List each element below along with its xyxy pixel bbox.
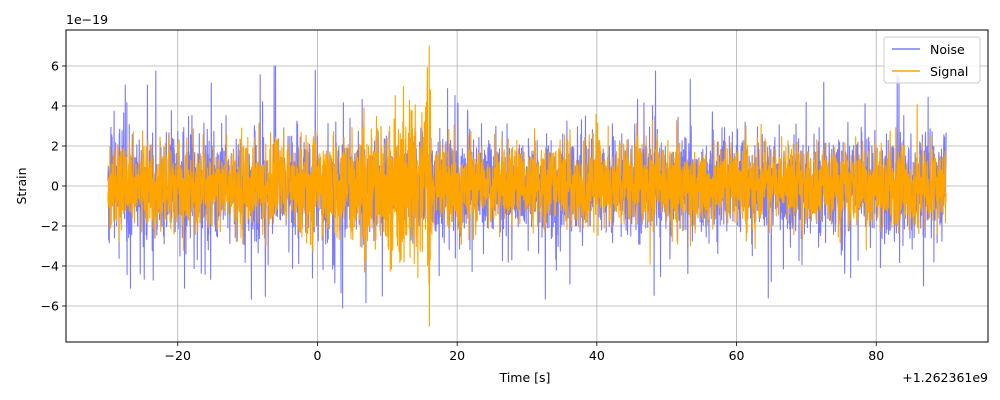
y-tick-label: 0 (51, 179, 59, 194)
legend: Noise Signal (883, 36, 981, 84)
y-tick-label: 6 (51, 59, 59, 74)
legend-label-noise: Noise (930, 42, 965, 57)
x-axis-ticks: −20 0 20 40 60 80 (165, 342, 884, 363)
y-axis-label: Strain (14, 167, 29, 204)
x-tick-label: 60 (729, 348, 745, 363)
x-tick-label: 80 (868, 348, 884, 363)
x-axis-label: Time [s] (499, 370, 551, 385)
y-tick-label: 2 (51, 139, 59, 154)
x-tick-label: 40 (589, 348, 605, 363)
y-tick-label: −6 (41, 299, 59, 314)
x-tick-label: 0 (313, 348, 321, 363)
legend-label-signal: Signal (930, 64, 968, 79)
y-tick-label: 4 (51, 99, 59, 114)
y-axis-ticks: −6 −4 −2 0 2 4 6 (41, 59, 66, 314)
series-layer (107, 45, 947, 327)
y-axis-scale-text: 1e−19 (66, 12, 108, 27)
y-tick-label: −4 (41, 259, 59, 274)
y-tick-label: −2 (41, 219, 59, 234)
plot-area (107, 45, 947, 327)
x-axis-offset-text: +1.262361e9 (902, 370, 988, 385)
series-line-signal (107, 45, 947, 327)
x-tick-label: −20 (165, 348, 191, 363)
x-tick-label: 20 (449, 348, 465, 363)
